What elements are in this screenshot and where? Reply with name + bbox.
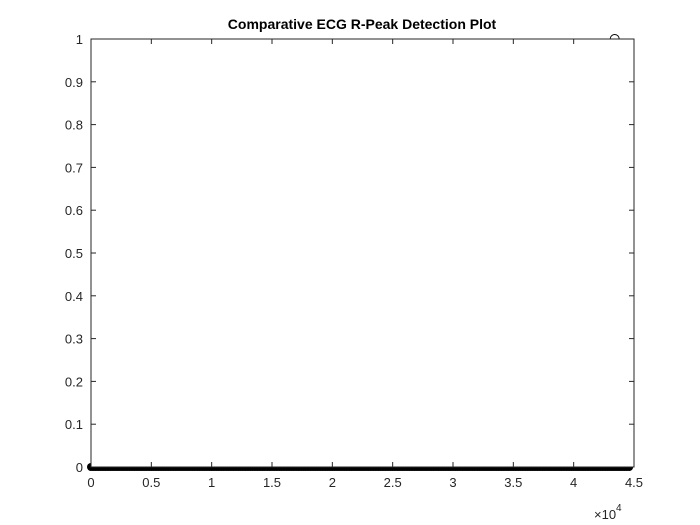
chart-title: Comparative ECG R-Peak Detection Plot [228, 16, 497, 32]
axes-box [90, 38, 635, 468]
y-tick-label: 0.2 [65, 374, 83, 389]
x-multiplier-base: ×10 [594, 507, 616, 522]
x-tick-label: 3.5 [504, 475, 522, 490]
y-tick-label: 0 [76, 460, 83, 475]
x-tick-label: 2 [329, 475, 336, 490]
x-tick-label: 1.5 [263, 475, 281, 490]
x-tick-label: 2.5 [384, 475, 402, 490]
x-tick-label: 0 [87, 475, 94, 490]
y-tick-label: 0.4 [65, 289, 83, 304]
x-tick-label: 1 [208, 475, 215, 490]
y-tick-label: 0.7 [65, 160, 83, 175]
y-tick-label: 0.6 [65, 203, 83, 218]
y-tick-label: 0.1 [65, 417, 83, 432]
y-tick-label: 0.5 [65, 246, 83, 261]
y-tick-label: 0.8 [65, 118, 83, 133]
axes: 0 0.5 1 1.5 2 2.5 3 3.5 4 4.5 0 0.1 0.2 0.3 0.4 0.5 0.6 0… [65, 32, 643, 490]
x-tick-label: 0.5 [142, 475, 160, 490]
y-tick-label: 0.3 [65, 332, 83, 347]
x-exponent-label: ×10 4 [594, 503, 622, 522]
y-tick-label: 0.9 [65, 75, 83, 90]
y-tick-label: 1 [76, 32, 83, 47]
x-tick-label: 3 [449, 475, 456, 490]
x-tick-label: 4.5 [625, 475, 643, 490]
x-tick-label: 4 [570, 475, 577, 490]
x-multiplier-exponent: 4 [616, 503, 622, 514]
